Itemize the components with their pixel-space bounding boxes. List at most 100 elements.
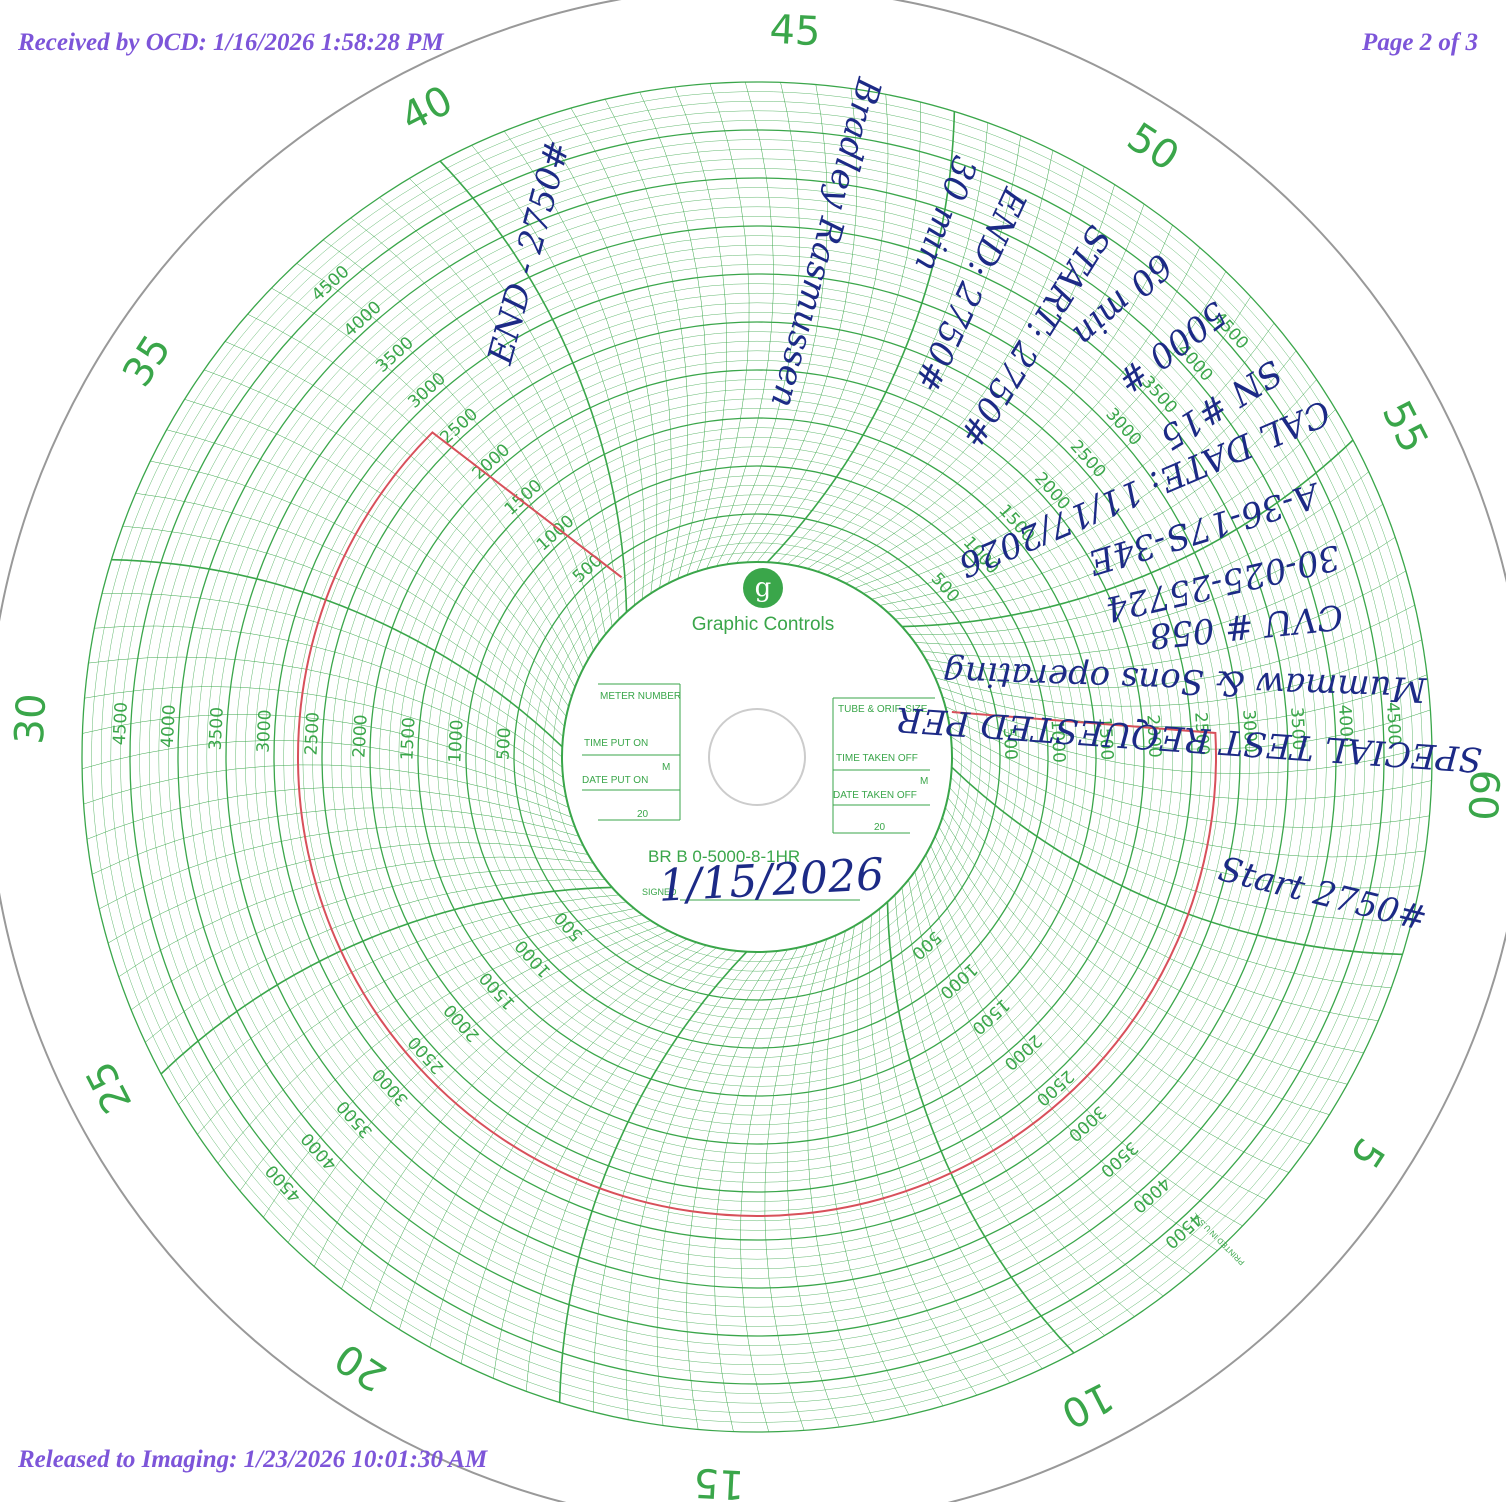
time-line — [764, 942, 818, 1431]
time-line — [217, 908, 635, 1164]
ring — [446, 446, 1068, 1068]
field: 20 — [874, 822, 886, 833]
time-line — [934, 836, 1290, 1173]
time-line — [639, 92, 707, 579]
time-line — [949, 787, 1379, 1021]
time-line — [471, 145, 635, 606]
time-line — [92, 807, 579, 875]
ring — [417, 417, 1097, 1097]
ring — [91, 91, 1423, 1423]
ring — [436, 436, 1078, 1078]
pressure-label: 1000 — [1046, 719, 1068, 763]
ring — [484, 484, 1030, 1030]
time-line — [86, 786, 576, 840]
pressure-label: 2500 — [301, 712, 323, 756]
ring — [177, 177, 1337, 1337]
time-line — [322, 239, 600, 643]
time-line — [854, 271, 1227, 589]
ring — [312, 312, 1202, 1202]
ring — [225, 225, 1289, 1289]
time-line — [871, 322, 1275, 600]
pressure-label: 4000 — [158, 704, 180, 748]
ring — [120, 120, 1394, 1394]
time-line — [135, 493, 565, 727]
time-line — [842, 925, 944, 1406]
pressure-label: 1000 — [445, 719, 467, 763]
ring — [331, 331, 1183, 1183]
ring — [340, 340, 1174, 1174]
field: 20 — [637, 809, 649, 820]
time-line — [122, 525, 564, 737]
time-line — [817, 184, 1115, 572]
ring — [465, 465, 1049, 1049]
time-line — [863, 296, 1251, 594]
time-line — [908, 471, 1369, 635]
time-line — [656, 950, 778, 1426]
field: M — [662, 762, 670, 773]
field: METER NUMBER — [600, 691, 681, 702]
ring — [542, 542, 972, 972]
time-line — [887, 379, 1317, 613]
pressure-label: 500 — [494, 727, 516, 760]
time-line — [570, 108, 672, 589]
time-line — [930, 604, 1415, 689]
field: DATE PUT ON — [582, 775, 648, 786]
pressure-label: 1500 — [1094, 717, 1116, 761]
pressure-label: 2500 — [1190, 712, 1212, 756]
ring — [129, 129, 1385, 1385]
time-line — [901, 439, 1354, 628]
time-line — [537, 118, 658, 594]
time-line — [826, 203, 1145, 576]
time-line — [951, 756, 1412, 921]
pressure-trace — [297, 431, 1217, 1218]
time-line — [766, 111, 956, 563]
time-line — [118, 856, 594, 977]
ring — [427, 427, 1087, 1087]
ring — [388, 388, 1126, 1126]
time-line — [102, 593, 563, 758]
time-line — [84, 686, 565, 788]
signature-date: 1/15/2026 — [657, 849, 885, 912]
time-line — [399, 942, 697, 1330]
time-line — [925, 570, 1406, 672]
time-line — [947, 797, 1364, 1054]
time-line — [379, 197, 613, 627]
time-line — [493, 949, 727, 1379]
time-line — [908, 879, 1164, 1297]
ring — [292, 292, 1222, 1222]
ring — [283, 283, 1231, 1231]
time-line — [736, 88, 858, 564]
time-line — [82, 740, 569, 808]
time-line — [894, 894, 1105, 1336]
time-line — [503, 130, 645, 600]
field: TUBE & ORIF. SIZE — [838, 704, 928, 715]
time-line — [787, 135, 1021, 565]
minute-label: 30 — [7, 692, 56, 745]
time-line — [525, 950, 737, 1392]
ring — [513, 513, 1001, 1001]
ring — [398, 398, 1116, 1116]
signed-label: SIGNED — [642, 887, 677, 897]
time-line — [94, 625, 563, 768]
time-line — [947, 716, 1432, 800]
time-line — [950, 777, 1392, 989]
ring — [264, 264, 1250, 1250]
time-line — [938, 826, 1311, 1145]
time-line — [83, 764, 572, 818]
time-line — [439, 160, 628, 613]
time-line — [130, 869, 600, 1011]
ring — [350, 350, 1164, 1164]
time-line — [901, 887, 1135, 1317]
time-line — [271, 287, 589, 660]
time-line — [263, 920, 651, 1218]
ring — [321, 321, 1193, 1193]
time-line — [807, 166, 1085, 569]
ring — [532, 532, 982, 982]
time-line — [726, 84, 828, 565]
time-line — [951, 746, 1420, 889]
time-line — [604, 99, 689, 584]
ring — [196, 196, 1318, 1318]
ring — [235, 235, 1279, 1279]
ring — [139, 139, 1375, 1375]
